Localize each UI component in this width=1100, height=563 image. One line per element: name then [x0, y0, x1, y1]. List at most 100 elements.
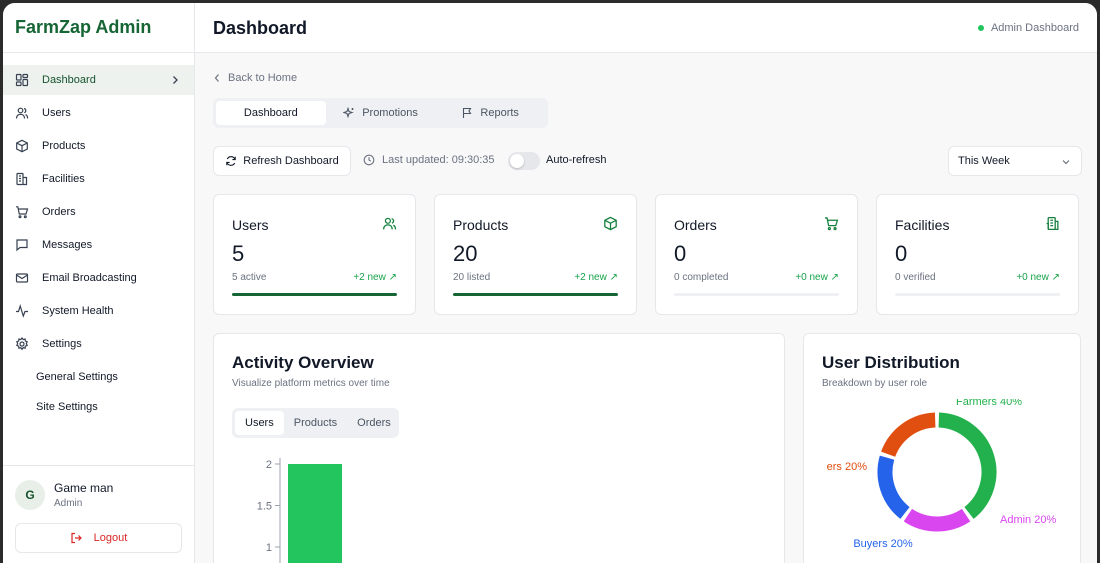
stat-progress-bar: [453, 293, 618, 296]
user-distribution-card: User Distribution Breakdown by user role…: [803, 333, 1081, 563]
box-icon: [15, 139, 29, 153]
stat-card-products: Products 20 20 listed +2 new ↗: [434, 194, 637, 315]
back-to-home-link[interactable]: Back to Home: [213, 72, 297, 84]
slice-label: Farmers 40%: [956, 399, 1022, 408]
logout-label: Logout: [93, 532, 128, 544]
stat-value: 20: [453, 241, 478, 266]
activity-bar-chart: 21.51: [257, 458, 342, 563]
sidebar-item-label: Messages: [42, 239, 93, 251]
tab-users[interactable]: Users: [235, 411, 284, 435]
y-tick-label: 2: [266, 459, 272, 471]
stat-card-facilities: Facilities 0 0 verified +0 new ↗: [876, 194, 1079, 315]
stat-label: Orders: [674, 217, 717, 233]
y-tick-label: 1: [266, 542, 272, 554]
sidebar-subitem-general-settings[interactable]: General Settings: [36, 371, 118, 383]
user-profile: G Game man Admin Logout: [3, 465, 194, 563]
mail-icon: [15, 271, 29, 285]
sidebar-subitem-site-settings[interactable]: Site Settings: [36, 401, 98, 413]
status-dot: [977, 25, 984, 31]
stat-label: Facilities: [895, 217, 950, 233]
refresh-dashboard-button[interactable]: Refresh Dashboard: [213, 146, 351, 176]
donut-slice: [903, 508, 971, 532]
sidebar-item-email-broadcasting[interactable]: Email Broadcasting: [3, 263, 194, 293]
sidebar-item-system-health[interactable]: System Health: [3, 296, 194, 326]
status-label: Admin Dashboard: [990, 22, 1079, 34]
stat-new: +2 new ↗: [574, 272, 618, 283]
main-content: Dashboard Admin Dashboard Back to Home D…: [195, 3, 1097, 563]
sidebar-item-label: Facilities: [42, 173, 85, 185]
tab-orders[interactable]: Orders: [357, 417, 391, 429]
stat-progress-bar: [895, 293, 1060, 296]
sidebar-item-label: Orders: [42, 206, 76, 218]
brand-title: FarmZap Admin: [3, 3, 194, 53]
stat-value: 0: [674, 241, 687, 266]
user-distribution-donut-chart: Farmers 40% Admin 20% Buyers 20% ers 20%: [827, 399, 1057, 550]
stat-label: Products: [453, 217, 509, 233]
stat-new: +0 new ↗: [795, 272, 839, 283]
sidebar-item-orders[interactable]: Orders: [3, 197, 194, 227]
user-name: Game man: [54, 481, 114, 495]
tab-label: Dashboard: [243, 107, 298, 119]
users-icon: [382, 216, 397, 231]
sidebar-item-label: Dashboard: [42, 74, 96, 86]
tab-products[interactable]: Products: [293, 417, 338, 429]
stat-new: +2 new ↗: [353, 272, 397, 283]
donut-slice: [877, 455, 910, 519]
period-select[interactable]: This Week: [948, 146, 1082, 176]
last-updated: Last updated: 09:30:35: [363, 154, 495, 166]
app-window: FarmZap Admin Dashboard Users: [3, 3, 1097, 563]
tab-label: Promotions: [362, 107, 418, 119]
refresh-label: Refresh Dashboard: [243, 155, 339, 167]
top-bar: Dashboard Admin Dashboard: [195, 3, 1097, 53]
stat-card-users: Users 5 5 active +2 new ↗: [213, 194, 416, 315]
sidebar-item-users[interactable]: Users: [3, 98, 194, 128]
progress-fill: [232, 293, 397, 296]
donut-slice: [881, 412, 936, 458]
stat-value: 0: [895, 241, 908, 266]
sidebar-item-products[interactable]: Products: [3, 131, 194, 161]
sidebar-item-dashboard[interactable]: Dashboard: [3, 65, 194, 95]
sidebar-item-label: Users: [42, 107, 71, 119]
sidebar-item-label: Settings: [42, 338, 82, 350]
chevron-right-icon: [170, 74, 180, 86]
clock-icon: [363, 154, 375, 166]
bar: [288, 464, 342, 563]
tab-promotions[interactable]: Promotions: [326, 101, 436, 125]
status-indicator: Admin Dashboard: [977, 22, 1079, 34]
chevron-left-icon: [213, 73, 221, 83]
auto-refresh-label: Auto-refresh: [546, 154, 607, 166]
tab-label: Reports: [480, 107, 519, 119]
last-updated-text: Last updated: 09:30:35: [382, 154, 495, 166]
auto-refresh-toggle[interactable]: [508, 152, 540, 170]
progress-fill: [453, 293, 618, 296]
tab-reports[interactable]: Reports: [435, 101, 545, 125]
gear-icon: [15, 337, 29, 351]
stat-subtext: 0 completed: [674, 272, 729, 283]
stat-card-orders: Orders 0 0 completed +0 new ↗: [655, 194, 858, 315]
avatar: G: [15, 480, 45, 510]
flag-icon: [461, 107, 473, 119]
y-tick-label: 1.5: [257, 501, 272, 513]
activity-tabs: Users Products Orders: [232, 408, 399, 438]
activity-overview-card: Activity Overview Visualize platform met…: [213, 333, 785, 563]
sidebar-item-facilities[interactable]: Facilities: [3, 164, 194, 194]
donut-slice: [938, 412, 997, 519]
sidebar-item-label: System Health: [42, 305, 114, 317]
user-role: Admin: [54, 498, 83, 509]
sidebar: FarmZap Admin Dashboard Users: [3, 3, 195, 563]
stat-label: Users: [232, 217, 269, 233]
distribution-title: User Distribution: [822, 353, 960, 372]
cart-icon: [15, 205, 29, 219]
sidebar-item-settings[interactable]: Settings: [3, 329, 194, 359]
logout-icon: [70, 532, 82, 544]
tab-dashboard[interactable]: Dashboard: [216, 101, 326, 125]
sidebar-item-messages[interactable]: Messages: [3, 230, 194, 260]
chevron-down-icon: [1061, 157, 1071, 167]
refresh-icon: [225, 155, 237, 167]
box-icon: [603, 216, 618, 231]
slice-label: ers 20%: [827, 461, 868, 473]
logout-button[interactable]: Logout: [15, 523, 182, 553]
period-value: This Week: [958, 155, 1010, 167]
sidebar-item-label: Products: [42, 140, 86, 152]
back-label: Back to Home: [228, 72, 298, 84]
